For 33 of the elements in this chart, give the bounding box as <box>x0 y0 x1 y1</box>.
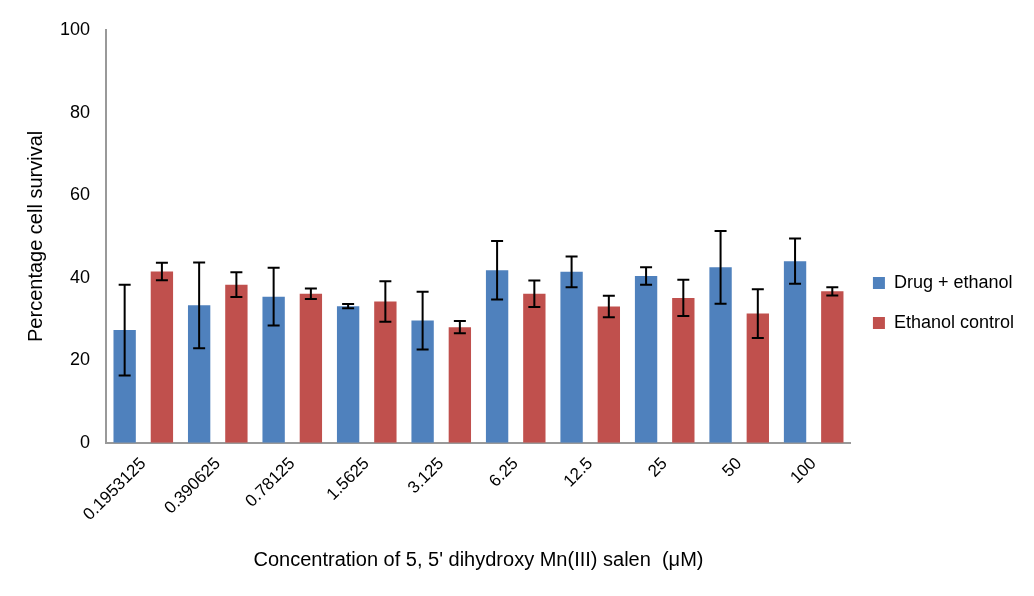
y-tick-label: 0 <box>80 431 91 452</box>
bar <box>336 306 360 443</box>
bar <box>746 313 769 443</box>
bar <box>411 320 434 443</box>
bar <box>448 327 472 443</box>
y-tick-label: 60 <box>70 184 91 205</box>
bar <box>150 271 174 443</box>
x-tick-label: 100 <box>786 453 820 488</box>
x-tick-label: 25 <box>644 453 671 481</box>
bar <box>783 261 807 443</box>
y-tick-label: 40 <box>70 266 91 287</box>
bar <box>634 276 658 443</box>
y-tick-label: 80 <box>70 101 91 122</box>
legend-label: Drug + ethanol <box>893 271 1013 292</box>
y-axis-title: Percentage cell survival <box>23 130 46 342</box>
x-axis-title: Concentration of 5, 5' dihydroxy Mn(III) salen (μM) <box>253 547 704 570</box>
bar <box>113 330 136 443</box>
bar <box>187 305 211 443</box>
bar <box>597 306 621 443</box>
bar <box>523 293 546 443</box>
bar <box>262 296 285 443</box>
bar <box>485 270 509 443</box>
legend-label: Ethanol control <box>893 311 1014 332</box>
x-tick-label: 50 <box>718 453 746 481</box>
bar <box>299 293 323 443</box>
bar <box>672 297 695 443</box>
bar <box>709 267 732 443</box>
y-tick-label: 20 <box>70 349 91 370</box>
bar <box>560 271 583 443</box>
bar <box>821 291 844 443</box>
y-tick-label: 100 <box>59 18 91 39</box>
bar <box>374 301 397 443</box>
bar <box>225 284 248 443</box>
